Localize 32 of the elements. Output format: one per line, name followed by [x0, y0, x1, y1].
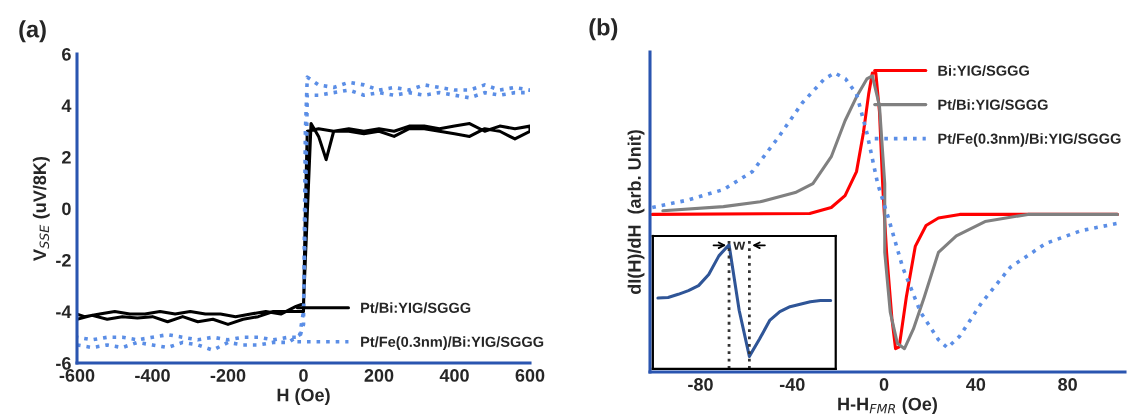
- legend-label: Pt/Fe(0.3nm)/Bi:YIG/SGGG: [938, 133, 1121, 147]
- x-tick-label: -200: [210, 369, 246, 382]
- y-axis-title: dI(H)/dH (arb. Unit): [627, 130, 645, 294]
- x-tick-label: 80: [1058, 378, 1077, 391]
- x-tick-label: 0: [299, 369, 308, 382]
- legend-label: Pt/Fe(0.3nm)/Bi:YIG/SGGG: [361, 336, 544, 350]
- legend-label: Bi:YIG/SGGG: [938, 65, 1029, 76]
- x-axis-title: H (Oe): [277, 388, 330, 405]
- y-tick-label: -2: [56, 253, 71, 267]
- x-tick-label: 200: [364, 369, 394, 382]
- x-tick-label: -600: [59, 369, 95, 382]
- x-tick-label: 0: [879, 378, 889, 391]
- chart-title: (b): [589, 18, 618, 41]
- x-tick-label: 600: [515, 369, 545, 382]
- y-axis-title: V$_{SSE}$ (uV/8K): [32, 156, 50, 261]
- line-series: [77, 122, 530, 326]
- y-tick-label: 2: [62, 150, 71, 164]
- y-tick-label: -4: [56, 305, 72, 319]
- x-tick-label: 400: [439, 369, 469, 382]
- legend-label: Pt/Bi:YIG/SGGG: [361, 302, 471, 314]
- x-tick-label: -80: [688, 378, 713, 391]
- annotation: w: [733, 241, 746, 250]
- y-tick-label: 6: [62, 47, 71, 61]
- y-tick-label: 0: [62, 202, 71, 216]
- x-tick-label: 40: [966, 378, 986, 391]
- y-tick-label: -6: [56, 356, 71, 370]
- x-tick-label: -400: [135, 369, 170, 382]
- legend-label: Pt/Bi:YIG/SGGG: [938, 99, 1048, 110]
- chart-title: (a): [19, 20, 46, 43]
- x-axis-title: H-H$_{FMR}$ (Oe): [838, 397, 937, 414]
- y-tick-label: 4: [61, 99, 72, 113]
- x-tick-label: -40: [779, 378, 805, 391]
